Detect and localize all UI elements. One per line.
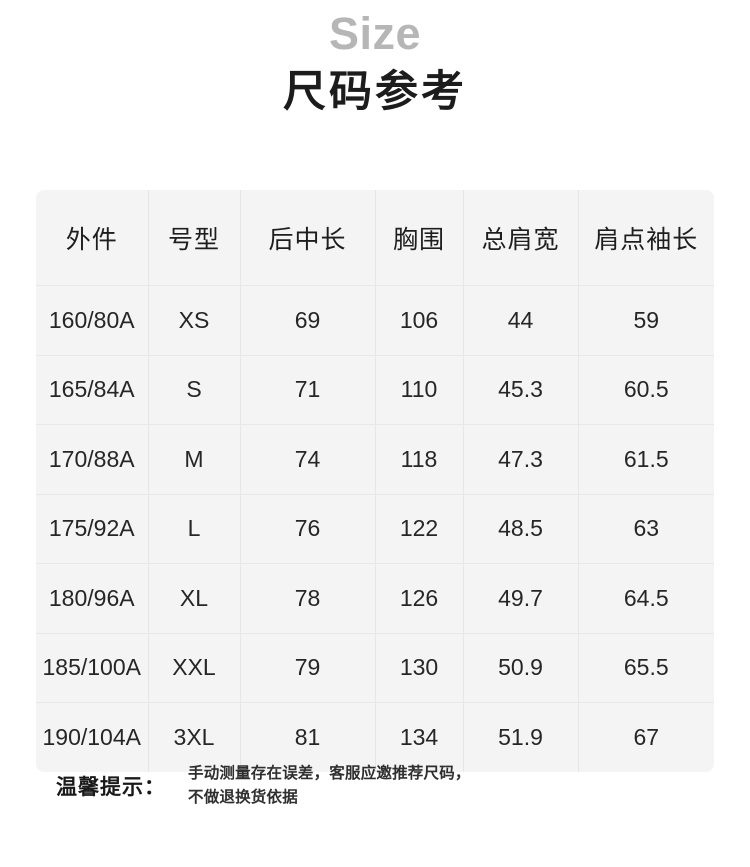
table-row: 180/96A XL 78 126 49.7 64.5 <box>36 563 714 634</box>
page-title-en: Size <box>328 8 422 59</box>
column-header-shoulder: 总肩宽 <box>463 190 579 286</box>
cell-sleeve: 60.5 <box>578 355 714 425</box>
cell-back-length: 76 <box>240 494 376 564</box>
cell-sleeve: 63 <box>578 494 714 564</box>
column-header-chest: 胸围 <box>375 190 464 286</box>
cell-shoulder: 49.7 <box>463 563 579 634</box>
cell-shoulder: 50.9 <box>463 633 579 703</box>
table-header-row: 外件 号型 后中长 胸围 总肩宽 肩点袖长 <box>36 190 714 286</box>
table-row: 160/80A XS 69 106 44 59 <box>36 285 714 356</box>
cell-chest: 122 <box>375 494 464 564</box>
table-row: 190/104A 3XL 81 134 51.9 67 <box>36 702 714 772</box>
page-header: Size 尺码参考 <box>0 0 750 120</box>
disclaimer-note: 温馨提示： 手动测量存在误差，客服应邀推荐尺码， 不做退换货依据 <box>36 762 714 810</box>
cell-chest: 110 <box>375 355 464 425</box>
cell-back-length: 69 <box>240 285 376 356</box>
table-row: 165/84A S 71 110 45.3 60.5 <box>36 355 714 425</box>
table-row: 170/88A M 74 118 47.3 61.5 <box>36 424 714 495</box>
cell-back-length: 74 <box>240 424 376 495</box>
cell-size-code: M <box>148 424 241 495</box>
cell-sleeve: 61.5 <box>578 424 714 495</box>
column-header-sleeve: 肩点袖长 <box>578 190 714 286</box>
table-row: 185/100A XXL 79 130 50.9 65.5 <box>36 633 714 703</box>
page-title-cn: 尺码参考 <box>283 67 467 116</box>
cell-size-code: XXL <box>148 633 241 703</box>
cell-chest: 134 <box>375 702 464 772</box>
size-table-body: 160/80A XS 69 106 44 59 165/84A S 71 110… <box>36 285 714 772</box>
cell-size-code: XS <box>148 285 241 356</box>
cell-sleeve: 67 <box>633 723 660 750</box>
note-label: 温馨提示： <box>56 776 166 800</box>
cell-outerwear: 165/84A <box>36 355 149 425</box>
cell-back-length: 71 <box>240 355 376 425</box>
cell-outerwear: 180/96A <box>36 563 149 634</box>
cell-size-code: XL <box>148 563 241 634</box>
cell-sleeve: 64.5 <box>578 563 714 634</box>
size-table: 外件 号型 后中长 胸围 总肩宽 肩点袖长 160/80A XS 69 106 … <box>36 190 714 772</box>
cell-size-code: 3XL <box>148 702 241 772</box>
size-table-header: 外件 号型 后中长 胸围 总肩宽 肩点袖长 <box>36 190 714 286</box>
cell-size-code: S <box>148 355 241 425</box>
cell-shoulder: 47.3 <box>463 424 579 495</box>
cell-shoulder: 48.5 <box>463 494 579 564</box>
cell-chest: 126 <box>375 563 464 634</box>
cell-chest: 130 <box>375 633 464 703</box>
cell-outerwear: 185/100A <box>36 633 149 703</box>
cell-back-length: 79 <box>240 633 376 703</box>
cell-shoulder: 45.3 <box>463 355 579 425</box>
cell-shoulder: 51.9 <box>463 702 579 772</box>
cell-outerwear: 190/104A <box>36 702 149 772</box>
cell-outerwear: 160/80A <box>36 285 149 356</box>
table-row: 175/92A L 76 122 48.5 63 <box>36 494 714 564</box>
note-line-2: 不做退换货依据 <box>188 789 298 807</box>
cell-sleeve: 65.5 <box>578 633 714 703</box>
note-line-1: 手动测量存在误差，客服应邀推荐尺码， <box>188 765 471 782</box>
cell-chest: 106 <box>375 285 464 356</box>
column-header-outerwear: 外件 <box>36 190 149 286</box>
cell-back-length: 78 <box>240 563 376 634</box>
cell-shoulder: 44 <box>463 285 579 356</box>
note-body: 手动测量存在误差，客服应邀推荐尺码， 不做退换货依据 <box>176 762 471 810</box>
size-table-container: 外件 号型 后中长 胸围 总肩宽 肩点袖长 160/80A XS 69 106 … <box>36 190 714 772</box>
cell-outerwear: 175/92A <box>36 494 149 564</box>
cell-outerwear: 170/88A <box>36 424 149 495</box>
column-header-size-code: 号型 <box>148 190 241 286</box>
cell-size-code: L <box>148 494 241 564</box>
cell-chest: 118 <box>375 424 464 495</box>
column-header-back-length: 后中长 <box>240 190 376 286</box>
cell-sleeve: 59 <box>578 285 714 356</box>
cell-back-length: 81 <box>240 702 376 772</box>
